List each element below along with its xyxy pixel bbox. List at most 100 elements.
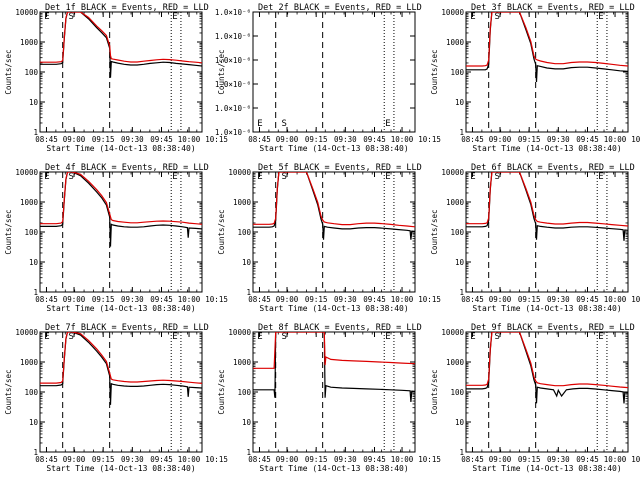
x-tick-label: 09:00 — [63, 135, 86, 144]
y-tick-label: 10 — [455, 258, 465, 267]
series-lld-line — [466, 172, 628, 227]
y-tick-label: 100 — [237, 228, 251, 237]
panel-det-8: Det 8f BLACK = Events, RED = LLD 1 10 100 10… — [217, 323, 441, 473]
interval-marker-S: S — [282, 119, 287, 129]
x-tick-label: 09:30 — [121, 455, 144, 464]
series-lld-line — [466, 332, 628, 389]
y-tick-label: 1.0×10⁻⁶ — [215, 8, 251, 17]
x-tick-label: 09:45 — [150, 295, 173, 304]
interval-marker-E: E — [44, 12, 49, 22]
chart-title: Det 6f BLACK = Events, RED = LLD — [471, 163, 635, 173]
x-tick-label: 10:15 — [205, 135, 228, 144]
interval-marker-S: S — [69, 332, 74, 342]
y-tick-label: 10000 — [15, 8, 38, 17]
panel-det-7: Det 7f BLACK = Events, RED = LLD 1 10 100 10… — [4, 323, 228, 473]
series-lld-line — [40, 172, 202, 225]
x-tick-label: 10:15 — [631, 135, 640, 144]
y-tick-label: 10000 — [15, 328, 38, 337]
x-axis-label: Start Time (14-Oct-13 08:38:40) — [259, 304, 408, 313]
y-tick-label: 10000 — [441, 8, 464, 17]
x-tick-label: 10:15 — [205, 295, 228, 304]
y-tick-label: 10 — [455, 98, 465, 107]
chart-title: Det 1f BLACK = Events, RED = LLD — [45, 3, 209, 13]
x-tick-label: 09:45 — [363, 455, 386, 464]
x-tick-label: 09:00 — [63, 295, 86, 304]
x-tick-label: 08:45 — [461, 135, 484, 144]
x-tick-label: 09:45 — [576, 455, 599, 464]
x-tick-label: 08:45 — [35, 455, 58, 464]
interval-marker-E: E — [470, 12, 475, 22]
y-tick-label: 10 — [455, 418, 465, 427]
x-tick-label: 09:45 — [150, 135, 173, 144]
y-tick-label: 1 — [459, 288, 464, 297]
x-tick-label: 09:30 — [334, 295, 357, 304]
x-tick-label: 10:00 — [391, 455, 414, 464]
x-axis-label: Start Time (14-Oct-13 08:38:40) — [259, 144, 408, 153]
y-tick-label: 100 — [24, 228, 38, 237]
interval-marker-E: E — [172, 172, 177, 182]
x-tick-label: 09:30 — [547, 295, 570, 304]
interval-marker-E: E — [257, 119, 262, 129]
y-axis-label: Counts/sec — [217, 49, 226, 94]
x-tick-label: 10:00 — [604, 135, 627, 144]
y-tick-label: 10000 — [228, 328, 251, 337]
x-tick-label: 09:15 — [92, 135, 115, 144]
chart-title: Det 5f BLACK = Events, RED = LLD — [258, 163, 422, 173]
y-tick-label: 1.0×10⁻⁶ — [215, 128, 251, 137]
x-tick-label: 08:45 — [248, 455, 271, 464]
interval-marker-S: S — [495, 12, 500, 22]
x-axis-label: Start Time (14-Oct-13 08:38:40) — [472, 464, 621, 473]
chart-title: Det 3f BLACK = Events, RED = LLD — [471, 3, 635, 13]
y-axis-label: Counts/sec — [217, 369, 226, 414]
y-tick-label: 1 — [459, 128, 464, 137]
x-tick-label: 09:00 — [489, 295, 512, 304]
chart-title: Det 9f BLACK = Events, RED = LLD — [471, 323, 635, 333]
y-tick-label: 1000 — [20, 198, 39, 207]
x-tick-label: 10:15 — [205, 455, 228, 464]
x-tick-label: 09:30 — [121, 135, 144, 144]
panel-det-6: Det 6f BLACK = Events, RED = LLD 1 10 100 10… — [430, 163, 640, 313]
y-tick-label: 100 — [450, 228, 464, 237]
x-tick-label: 10:00 — [604, 295, 627, 304]
x-tick-label: 09:00 — [276, 295, 299, 304]
x-tick-label: 10:00 — [178, 135, 201, 144]
x-tick-label: 09:45 — [363, 135, 386, 144]
y-tick-label: 10 — [29, 258, 39, 267]
interval-marker-E: E — [257, 172, 262, 182]
x-axis-label: Start Time (14-Oct-13 08:38:40) — [46, 144, 195, 153]
x-tick-label: 10:00 — [178, 455, 201, 464]
series-events-line — [40, 172, 202, 247]
x-axis-label: Start Time (14-Oct-13 08:38:40) — [472, 304, 621, 313]
interval-marker-E: E — [44, 172, 49, 182]
y-tick-label: 1 — [246, 288, 251, 297]
y-tick-label: 1000 — [233, 198, 252, 207]
x-tick-label: 09:15 — [92, 455, 115, 464]
y-tick-label: 1000 — [446, 358, 465, 367]
x-tick-label: 10:15 — [418, 455, 441, 464]
interval-marker-S: S — [69, 12, 74, 22]
y-axis-label: Counts/sec — [430, 49, 439, 94]
y-tick-label: 10 — [29, 98, 39, 107]
panel-det-3: Det 3f BLACK = Events, RED = LLD 1 10 100 10… — [430, 3, 640, 153]
interval-marker-E: E — [598, 172, 603, 182]
x-tick-label: 09:15 — [305, 455, 328, 464]
x-axis-label: Start Time (14-Oct-13 08:38:40) — [46, 464, 195, 473]
y-tick-label: 10000 — [441, 328, 464, 337]
y-tick-label: 1 — [33, 128, 38, 137]
x-tick-label: 09:30 — [547, 455, 570, 464]
x-tick-label: 08:45 — [461, 455, 484, 464]
interval-marker-E: E — [385, 119, 390, 129]
x-tick-label: 09:15 — [305, 295, 328, 304]
series-lld-line — [40, 332, 202, 384]
series-events-line — [40, 332, 202, 405]
y-tick-label: 100 — [450, 388, 464, 397]
x-tick-label: 09:00 — [489, 455, 512, 464]
y-tick-label: 10000 — [15, 168, 38, 177]
x-tick-label: 09:45 — [576, 135, 599, 144]
panel-det-4: Det 4f BLACK = Events, RED = LLD 1 10 100 10… — [4, 163, 228, 313]
chart-title: Det 8f BLACK = Events, RED = LLD — [258, 323, 422, 333]
chart-title: Det 4f BLACK = Events, RED = LLD — [45, 163, 209, 173]
y-axis-label: Counts/sec — [4, 49, 13, 94]
